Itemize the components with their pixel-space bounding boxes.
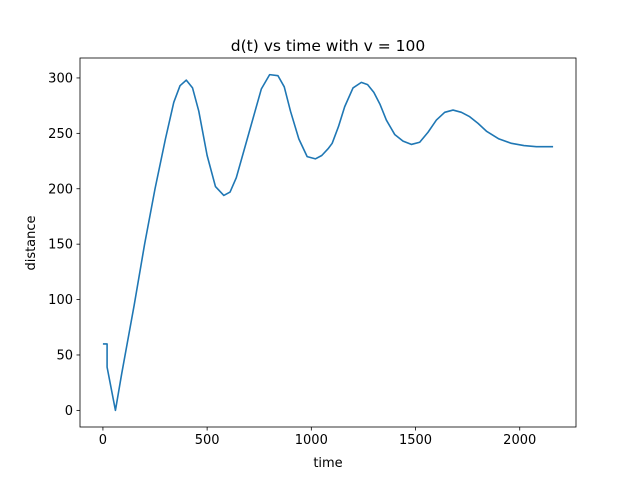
axes-frame — [79, 57, 577, 428]
y-tick-label: 100 — [48, 293, 73, 308]
x-tick-label: 0 — [99, 433, 107, 448]
x-tick-label: 2000 — [503, 433, 536, 448]
x-tick-label: 1500 — [399, 433, 432, 448]
y-tick-label: 250 — [48, 127, 73, 142]
series-line-0 — [102, 73, 554, 412]
y-tick-label: 50 — [56, 348, 73, 363]
y-tick-label: 200 — [48, 182, 73, 197]
y-tick-label: 300 — [48, 71, 73, 86]
plot-layer — [102, 73, 554, 412]
y-tick-label: 0 — [65, 404, 73, 419]
y-axis-label: distance — [24, 215, 39, 270]
chart-title: d(t) vs time with v = 100 — [231, 37, 425, 55]
x-tick-label: 500 — [195, 433, 220, 448]
x-axis-label: time — [313, 456, 342, 471]
axes-layer: 0 500 1000 1500 2000 0 50 100 150 200 250 300 — [48, 57, 577, 448]
x-tick-label: 1000 — [295, 433, 328, 448]
y-tick-label: 150 — [48, 238, 73, 253]
